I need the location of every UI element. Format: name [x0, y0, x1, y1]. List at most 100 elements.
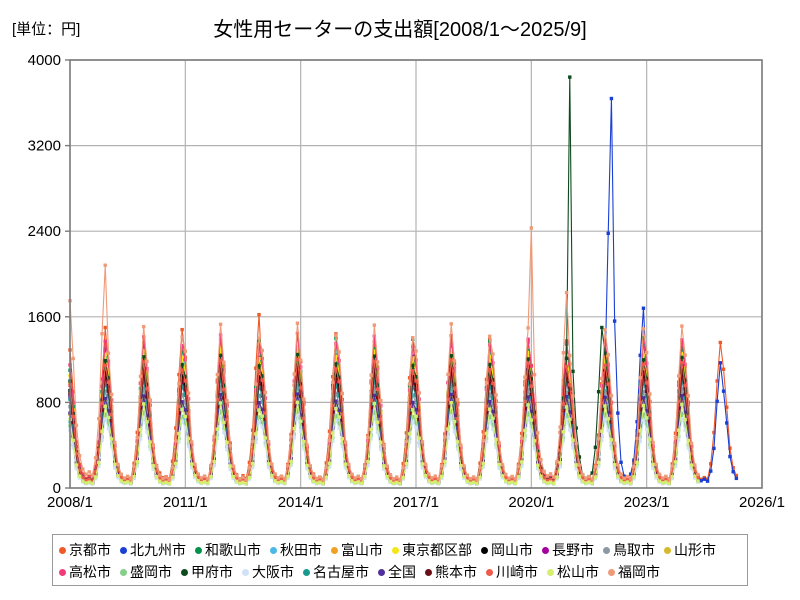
data-point-marker [334, 342, 338, 346]
data-point-marker [590, 477, 594, 481]
data-point-marker [340, 437, 345, 441]
data-point-marker [331, 403, 335, 408]
data-point-marker [302, 416, 306, 421]
data-point-marker [414, 425, 418, 430]
data-point-marker [452, 425, 457, 430]
legend-marker-icon [181, 568, 188, 576]
legend-item[interactable]: 京都市 [59, 543, 111, 557]
data-point-marker [731, 470, 735, 474]
legend-item[interactable]: 北九州市 [120, 543, 186, 557]
legend-marker-icon [664, 546, 671, 554]
data-point-marker [600, 438, 604, 443]
data-point-marker [273, 472, 277, 476]
data-point-marker [404, 461, 409, 466]
data-point-marker [641, 418, 646, 422]
legend-item[interactable]: 秋田市 [270, 543, 322, 557]
data-point-marker [664, 474, 668, 479]
legend-item[interactable]: 熊本市 [425, 565, 477, 579]
legend-item[interactable]: 盛岡市 [120, 565, 172, 579]
data-point-marker [401, 465, 405, 470]
data-point-marker [635, 419, 639, 424]
data-point-marker [715, 399, 719, 404]
data-point-marker [385, 464, 389, 468]
data-point-marker [308, 464, 312, 468]
data-point-marker [612, 466, 617, 471]
data-point-marker [680, 351, 684, 356]
data-point-marker [523, 423, 527, 427]
data-point-marker [484, 381, 489, 385]
data-point-marker [222, 401, 226, 405]
legend-row-2: 高松市 盛岡市 甲府市 大阪市 名古屋市 全国 熊本市 川崎市 松山市 福岡市 [59, 561, 741, 583]
data-point-marker [334, 376, 338, 381]
data-point-marker [404, 465, 409, 470]
legend-item[interactable]: 川崎市 [486, 565, 538, 579]
data-point-marker [612, 451, 617, 455]
data-point-marker [347, 462, 351, 467]
data-point-marker [484, 439, 489, 444]
data-point-marker [151, 452, 155, 457]
data-point-marker [455, 440, 460, 444]
data-point-marker [148, 436, 152, 440]
data-point-marker [593, 475, 598, 479]
data-point-marker [353, 481, 357, 485]
legend-item[interactable]: 全国 [378, 565, 416, 579]
data-point-marker [414, 379, 418, 383]
data-point-marker [218, 347, 223, 351]
legend-item[interactable]: 東京都区部 [392, 543, 472, 557]
legend-item[interactable]: 長野市 [542, 543, 594, 557]
data-point-marker [260, 356, 264, 361]
data-point-marker [334, 367, 338, 371]
legend-item[interactable]: 大阪市 [242, 565, 294, 579]
data-point-marker [113, 462, 117, 466]
series-group [68, 75, 739, 486]
data-point-marker [584, 476, 588, 480]
legend-item[interactable]: 岡山市 [481, 543, 533, 557]
data-point-marker [145, 413, 149, 418]
data-point-marker [638, 429, 642, 433]
data-point-marker [641, 353, 646, 357]
legend-item[interactable]: 富山市 [331, 543, 383, 557]
data-point-marker [222, 378, 226, 382]
data-point-marker [372, 414, 377, 419]
data-point-marker [491, 378, 495, 382]
legend-item[interactable]: 松山市 [547, 565, 599, 579]
data-point-marker [90, 473, 95, 478]
data-point-marker [568, 410, 572, 414]
data-point-marker [526, 350, 530, 355]
data-point-marker [308, 476, 312, 480]
data-point-marker [683, 424, 687, 428]
data-point-marker [109, 445, 114, 449]
data-point-marker [276, 480, 280, 485]
data-point-marker [462, 476, 466, 480]
data-point-marker [90, 481, 95, 486]
data-point-marker [244, 477, 248, 482]
data-point-marker [568, 417, 572, 421]
data-point-marker [529, 384, 534, 388]
legend-item[interactable]: 山形市 [664, 543, 716, 557]
data-point-marker [654, 468, 658, 472]
data-point-marker [167, 481, 172, 486]
legend-item[interactable]: 甲府市 [181, 565, 233, 579]
legend-item[interactable]: 高松市 [59, 565, 111, 579]
data-point-marker [526, 387, 530, 392]
data-point-marker [593, 464, 598, 469]
data-point-marker [603, 395, 607, 399]
data-point-marker [311, 473, 316, 477]
data-point-marker [648, 432, 652, 437]
data-point-marker [106, 426, 111, 431]
y-axis-tick-label: 1600 [28, 309, 61, 326]
data-point-marker [449, 358, 453, 362]
data-point-marker [526, 357, 530, 361]
legend-item[interactable]: 福岡市 [608, 565, 660, 579]
data-point-marker [260, 392, 264, 397]
legend-item[interactable]: 和歌山市 [195, 543, 261, 557]
legend-item[interactable]: 名古屋市 [303, 565, 369, 579]
data-point-marker [446, 421, 450, 425]
data-point-marker [135, 447, 139, 451]
data-point-marker [683, 410, 687, 414]
data-point-marker [382, 443, 386, 448]
data-point-marker [257, 378, 261, 383]
legend-item[interactable]: 鳥取市 [603, 543, 655, 557]
data-point-marker [145, 367, 149, 371]
data-point-marker [106, 351, 111, 355]
